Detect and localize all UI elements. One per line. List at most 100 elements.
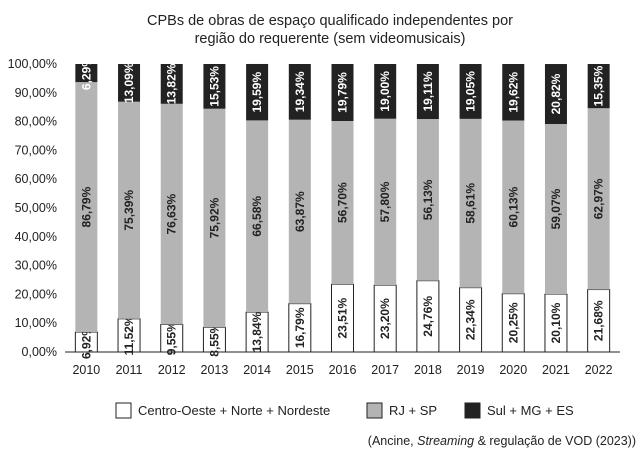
bar-segment <box>502 120 525 294</box>
data-label: 76,63% <box>165 193 179 234</box>
x-tick-label: 2016 <box>329 363 357 377</box>
bar-segment <box>288 64 311 120</box>
x-tick-label: 2020 <box>499 363 527 377</box>
legend-swatch-rj-sp <box>366 402 383 419</box>
bar-segment <box>502 64 525 121</box>
data-label: 6,29% <box>79 56 93 90</box>
bar-segment <box>459 118 482 288</box>
bar-segment <box>459 64 482 119</box>
bar-segment <box>203 108 226 328</box>
y-axis: 0,00% 10,00% 20,00% 30,00% 40,00% 50,00% 60,00… <box>8 57 57 359</box>
data-label: 23,20% <box>378 298 392 339</box>
data-label: 19,34% <box>293 71 307 112</box>
data-label: 15,35% <box>592 65 606 106</box>
y-tick-label: 100,00% <box>8 57 57 71</box>
legend-label-centro-oeste: Centro-Oeste + Norte + Nordeste <box>138 403 330 418</box>
data-label: 86,79% <box>79 186 93 227</box>
legend: Centro-Oeste + Norte + Nordeste RJ + SP … <box>115 402 574 419</box>
data-label: 19,11% <box>421 71 435 111</box>
data-label: 22,34% <box>464 299 478 340</box>
x-tick-label: 2015 <box>286 363 314 377</box>
data-label: 20,25% <box>506 302 520 343</box>
legend-label-rj-sp: RJ + SP <box>389 403 437 418</box>
data-label: 20,82% <box>549 73 563 114</box>
bar-segment <box>75 82 98 333</box>
source-suffix: & regulação de VOD (2023)) <box>474 434 636 448</box>
bar-segment <box>118 101 141 319</box>
bar-segment <box>246 120 269 313</box>
data-label: 63,87% <box>293 191 307 232</box>
bar-segment <box>160 64 183 104</box>
legend-swatch-sul-mg-es <box>464 402 481 419</box>
y-tick-label: 30,00% <box>15 259 57 273</box>
x-axis: 2010 2011 2012 2013 2014 2015 2016 2017 2018 2019… <box>65 351 620 377</box>
bar-segment <box>374 64 397 119</box>
bar-segment <box>203 64 226 109</box>
bars: 6,92% 86,79% 6,29% 11,52% 75,39% 13,09% 9,55% 7… <box>74 56 611 359</box>
source-italic: Streaming <box>417 434 474 448</box>
data-label: 75,92% <box>207 197 221 238</box>
data-label: 19,62% <box>506 72 520 113</box>
bar-segment <box>416 64 439 120</box>
y-tick-label: 50,00% <box>15 201 57 215</box>
data-label: 60,13% <box>506 186 520 227</box>
data-label: 21,68% <box>592 300 606 341</box>
x-tick-label: 2014 <box>243 363 271 377</box>
data-label: 66,58% <box>250 196 264 237</box>
bar-segment <box>587 108 610 290</box>
data-label: 19,05% <box>464 71 478 112</box>
bar-segment <box>331 120 354 285</box>
x-tick-label: 2022 <box>585 363 613 377</box>
data-label: 16,79% <box>293 307 307 348</box>
bar-segment <box>587 64 610 109</box>
data-label: 13,09% <box>122 62 136 103</box>
bar-segment <box>288 119 311 304</box>
x-tick-label: 2019 <box>457 363 485 377</box>
x-tick-label: 2017 <box>371 363 399 377</box>
data-label: 62,97% <box>592 178 606 219</box>
data-label: 20,10% <box>549 302 563 343</box>
x-tick-label: 2012 <box>158 363 186 377</box>
data-label: 13,82% <box>165 63 179 104</box>
chart-title-line-1: CPBs de obras de espaço qualificado inde… <box>147 13 513 29</box>
data-label: 11,52% <box>122 315 136 355</box>
data-label: 23,51% <box>336 297 350 338</box>
chart-title-line-2: região do requerente (sem videomusicais) <box>195 31 466 47</box>
bar-segment <box>75 64 98 83</box>
y-tick-label: 10,00% <box>15 316 57 330</box>
y-tick-label: 80,00% <box>15 115 57 129</box>
bar-segment <box>118 64 141 102</box>
y-tick-label: 40,00% <box>15 230 57 244</box>
y-tick-label: 70,00% <box>15 143 57 157</box>
data-label: 19,79% <box>336 72 350 113</box>
x-tick-label: 2011 <box>116 363 143 377</box>
x-tick-label: 2013 <box>201 363 229 377</box>
x-tick-label: 2018 <box>414 363 442 377</box>
y-tick-label: 20,00% <box>15 287 57 301</box>
bar-segment <box>331 64 354 121</box>
x-tick-label: 2021 <box>542 363 570 377</box>
data-label: 15,53% <box>207 66 221 107</box>
data-label: 57,80% <box>378 181 392 222</box>
data-label: 9,55% <box>165 321 179 355</box>
data-label: 19,00% <box>378 71 392 112</box>
bar-segment <box>544 123 567 295</box>
data-label: 6,92% <box>79 325 93 359</box>
data-label: 24,76% <box>421 296 435 337</box>
data-label: 58,61% <box>464 183 478 224</box>
chart-title: CPBs de obras de espaço qualificado inde… <box>147 13 513 47</box>
y-tick-label: 60,00% <box>15 172 57 186</box>
data-label: 13,84% <box>250 311 264 352</box>
source-note: (Ancine, Streaming & regulação de VOD (2… <box>368 434 636 448</box>
source-prefix: (Ancine, <box>368 434 417 448</box>
data-label: 59,07% <box>549 188 563 229</box>
data-label: 19,59% <box>250 72 264 113</box>
bar-segment <box>246 63 269 121</box>
data-label: 56,70% <box>336 182 350 223</box>
y-tick-label: 0,00% <box>22 345 57 359</box>
x-tick-label: 2010 <box>72 363 100 377</box>
bar-segment <box>160 103 183 325</box>
bar-segment <box>416 119 439 281</box>
bar-segment <box>544 64 567 124</box>
